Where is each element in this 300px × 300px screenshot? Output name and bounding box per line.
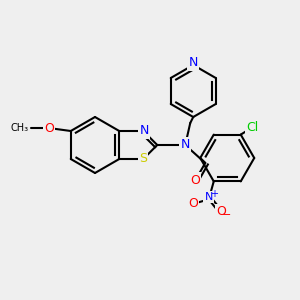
Text: +: +	[210, 189, 218, 200]
Text: N: N	[181, 139, 190, 152]
Text: CH₃: CH₃	[11, 123, 29, 133]
Text: O: O	[190, 173, 200, 187]
Text: N: N	[205, 192, 213, 203]
Text: N: N	[189, 56, 198, 70]
Text: O: O	[216, 205, 226, 218]
Text: O: O	[44, 122, 54, 134]
Text: N: N	[140, 124, 149, 137]
Text: −: −	[222, 210, 231, 220]
Text: Cl: Cl	[247, 121, 259, 134]
Text: O: O	[188, 197, 198, 210]
Text: S: S	[139, 152, 147, 166]
